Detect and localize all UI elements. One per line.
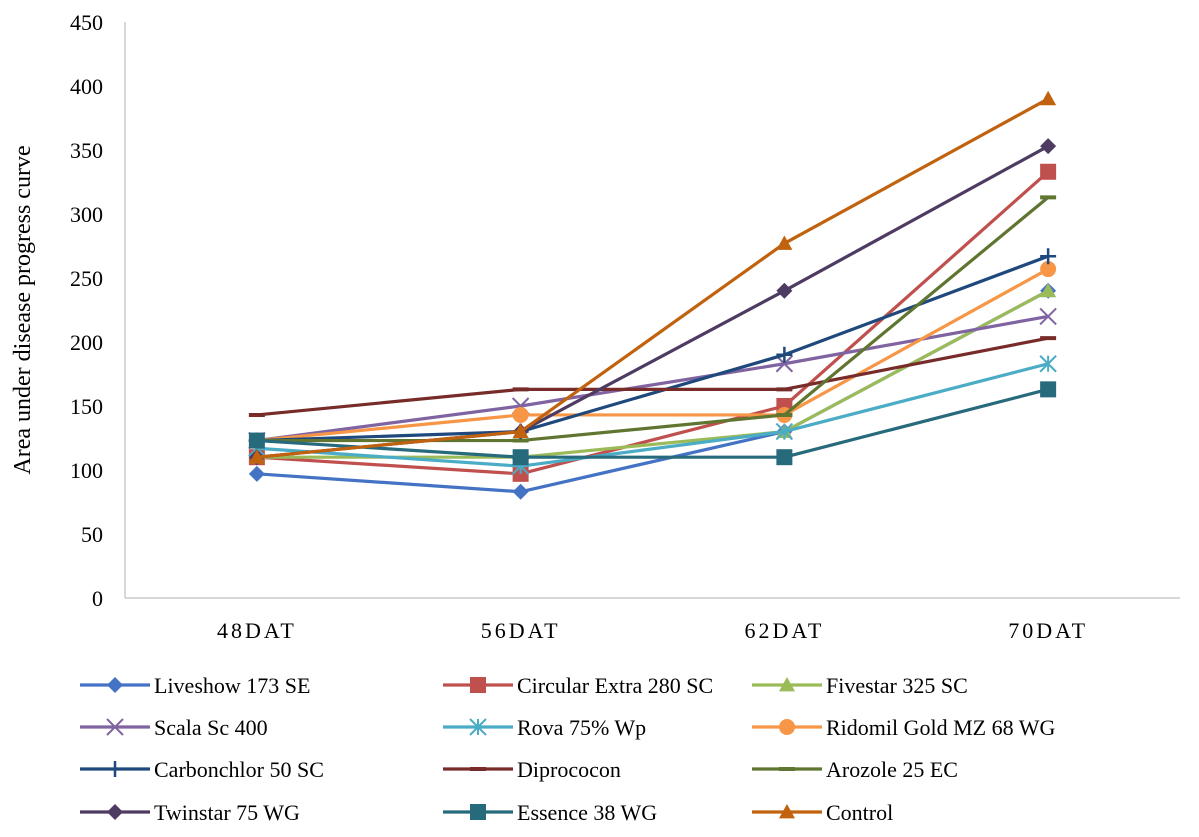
data-point <box>248 465 265 482</box>
series-2 <box>248 163 1057 482</box>
legend-item: Rova 75% Wp <box>443 715 646 740</box>
y-axis-title: Area under disease progress curve <box>10 145 36 474</box>
series-line <box>256 97 1049 459</box>
series-line <box>256 254 1049 443</box>
legend: Liveshow 173 SE Circular Extra 280 SC Five… <box>80 673 1055 825</box>
data-point <box>776 449 793 466</box>
legend-label: Rova 75% Wp <box>517 715 646 740</box>
y-tick-label: 350 <box>70 138 103 163</box>
y-tick-label: 50 <box>81 522 103 547</box>
y-tick-label: 200 <box>70 330 103 355</box>
legend-item: Essence 38 WG <box>443 800 657 825</box>
legend-label: Twinstar 75 WG <box>154 800 300 825</box>
data-point <box>1040 90 1057 106</box>
data-point <box>776 346 793 363</box>
series-line <box>256 196 1050 443</box>
legend-item: Diprococon <box>443 757 621 782</box>
y-tick-label: 100 <box>70 458 103 483</box>
series-line <box>256 362 1049 468</box>
data-point <box>107 761 123 777</box>
legend-item: Scala Sc 400 <box>80 715 268 740</box>
x-tick-label: 56DAT <box>481 618 561 643</box>
data-point <box>1040 248 1057 265</box>
data-point <box>775 422 794 441</box>
data-point <box>248 432 265 449</box>
y-tick-label: 150 <box>70 394 103 419</box>
data-point <box>779 719 795 735</box>
y-tick-label: 250 <box>70 266 103 291</box>
y-tick-label: 0 <box>92 586 103 611</box>
data-point <box>779 804 795 819</box>
legend-label: Carbonchlor 50 SC <box>154 757 324 782</box>
data-point <box>512 406 529 423</box>
legend-item: Fivestar 325 SC <box>752 673 968 698</box>
y-tick-label: 450 <box>70 10 103 35</box>
data-point <box>107 804 123 820</box>
legend-label: Arozole 25 EC <box>826 757 958 782</box>
x-tick-label: 62DAT <box>744 618 824 643</box>
legend-label: Control <box>826 800 893 825</box>
series-line <box>256 170 1050 476</box>
y-tick-label: 400 <box>70 74 103 99</box>
data-point <box>1039 307 1057 326</box>
data-point <box>107 677 123 693</box>
data-point <box>1040 163 1057 180</box>
y-tick-label: 300 <box>70 202 103 227</box>
data-point <box>775 355 794 373</box>
series-11 <box>248 381 1057 466</box>
series-line <box>256 336 1049 417</box>
legend-label: Liveshow 173 SE <box>154 673 310 698</box>
x-tick-label: 70DAT <box>1008 618 1088 643</box>
legend-item: Circular Extra 280 SC <box>443 673 713 698</box>
axes <box>124 22 1180 599</box>
legend-label: Essence 38 WG <box>517 800 657 825</box>
legend-label: Circular Extra 280 SC <box>517 673 713 698</box>
legend-item: Arozole 25 EC <box>752 757 958 782</box>
series-12 <box>248 90 1057 464</box>
data-point <box>512 483 529 500</box>
data-point <box>1040 138 1057 155</box>
legend-item: Liveshow 173 SE <box>80 673 310 698</box>
data-point <box>470 677 486 693</box>
series-line <box>256 289 1049 459</box>
legend-item: Control <box>752 800 893 825</box>
legend-item: Carbonchlor 50 SC <box>80 757 324 782</box>
series-line <box>256 289 1049 494</box>
data-point <box>1040 282 1057 298</box>
legend-label: Ridomil Gold MZ 68 WG <box>826 715 1055 740</box>
x-tick-label: 48DAT <box>217 618 297 643</box>
legend-item: Twinstar 75 WG <box>80 800 300 825</box>
data-point <box>776 282 793 299</box>
series-line <box>256 267 1049 443</box>
series-8 <box>248 336 1057 417</box>
legend-item: Ridomil Gold MZ 68 WG <box>752 715 1055 740</box>
legend-label: Fivestar 325 SC <box>826 673 968 698</box>
data-point <box>1040 381 1057 398</box>
data-point <box>1040 261 1057 278</box>
y-tick-labels: 0 50 100 150 200 250 300 350 400 450 <box>70 10 103 611</box>
legend-label: Diprococon <box>517 757 621 782</box>
data-point <box>106 718 124 736</box>
data-point <box>776 235 793 250</box>
series-layer <box>248 90 1057 500</box>
data-point <box>512 423 529 438</box>
legend-label: Scala Sc 400 <box>154 715 268 740</box>
data-point <box>512 449 529 466</box>
data-point <box>248 449 265 464</box>
series-line <box>256 387 1049 459</box>
data-point <box>779 677 795 692</box>
data-point <box>469 718 487 736</box>
data-point <box>1039 355 1057 373</box>
series-line <box>256 314 1049 443</box>
data-point <box>470 804 486 820</box>
x-tick-labels: 48DAT 56DAT 62DAT 70DAT <box>217 618 1088 643</box>
